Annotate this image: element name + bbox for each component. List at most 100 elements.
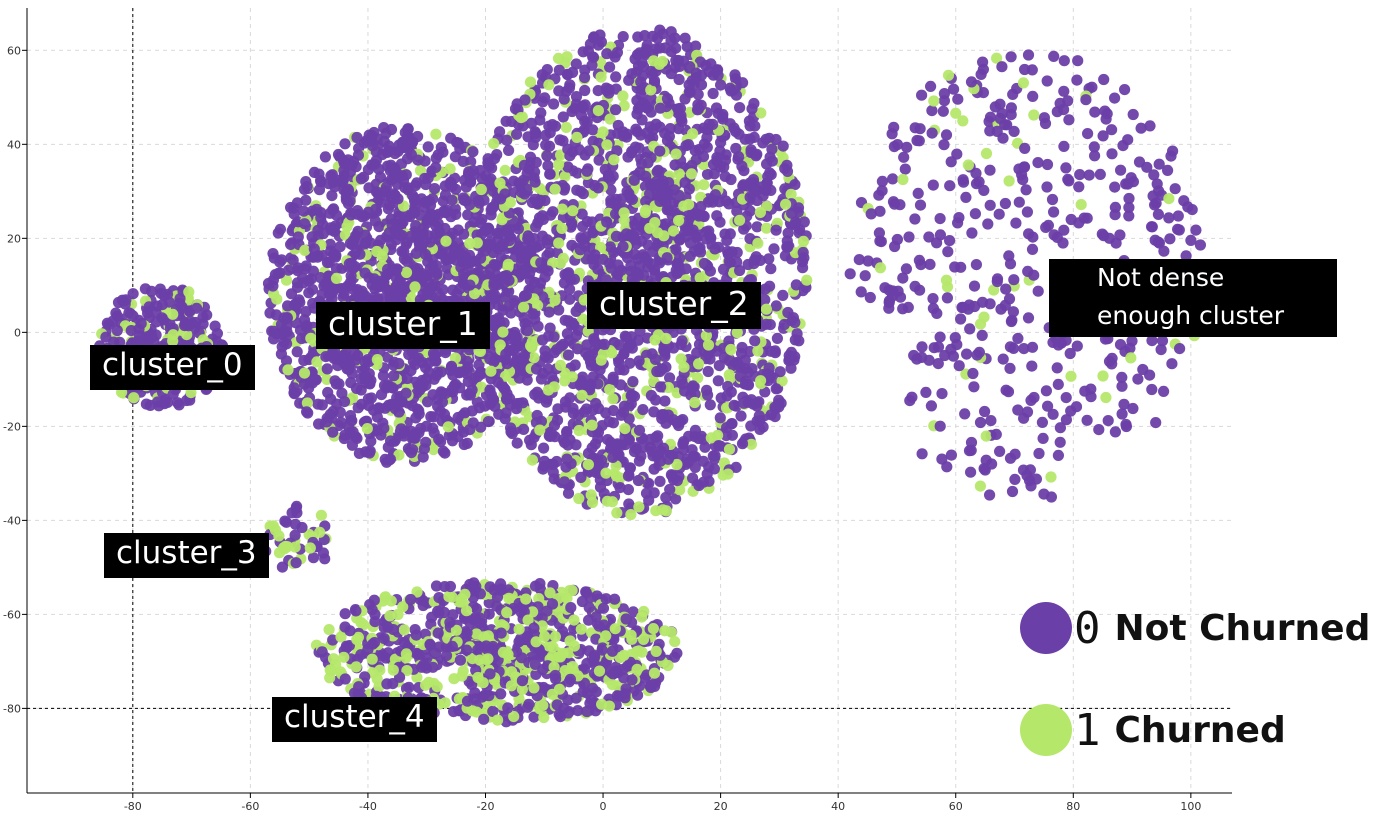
point-churned [618, 100, 630, 112]
point-not-churned [635, 235, 648, 247]
point-not-churned [570, 91, 583, 103]
point-churned [411, 586, 423, 598]
point-not-churned [610, 83, 622, 95]
point-not-churned [510, 128, 523, 140]
point-not-churned [544, 430, 556, 442]
point-not-churned [726, 429, 739, 441]
point-not-churned [577, 46, 589, 58]
point-churned [731, 326, 743, 339]
point-not-churned [483, 223, 495, 235]
point-churned [377, 595, 389, 607]
point-not-churned [765, 345, 777, 357]
point-not-churned [535, 257, 547, 269]
point-not-churned [537, 96, 549, 108]
point-not-churned [370, 186, 382, 198]
point-not-churned [401, 153, 414, 165]
point-not-churned [389, 224, 401, 236]
point-not-churned [345, 377, 357, 389]
point-not-churned [410, 629, 422, 641]
point-not-churned [573, 144, 586, 156]
point-not-churned [718, 161, 730, 173]
point-not-churned [336, 387, 348, 399]
point-not-churned [544, 168, 556, 180]
point-churned [586, 419, 598, 431]
point-churned [374, 664, 386, 676]
point-not-churned [447, 386, 459, 398]
point-churned [568, 614, 580, 626]
point-not-churned [320, 351, 332, 363]
point-not-churned [432, 627, 444, 639]
point-not-churned [558, 702, 570, 715]
point-not-churned [488, 280, 500, 292]
point-not-churned [359, 267, 371, 279]
point-not-churned [133, 329, 146, 341]
point-churned [528, 352, 540, 364]
point-not-churned [558, 476, 571, 488]
point-not-churned [342, 185, 355, 197]
point-churned [668, 225, 680, 237]
point-not-churned [325, 170, 337, 182]
point-churned [760, 222, 773, 234]
point-not-churned [575, 471, 587, 483]
point-not-churned [298, 354, 310, 367]
point-not-churned [287, 254, 299, 266]
point-not-churned [485, 204, 497, 216]
point-not-churned [639, 29, 651, 42]
point-churned [547, 641, 559, 653]
point-not-churned [120, 294, 132, 306]
point-not-churned [541, 150, 553, 162]
point-not-churned [405, 447, 417, 459]
point-not-churned [677, 378, 689, 390]
point-not-churned [598, 338, 610, 350]
point-not-churned [754, 415, 766, 427]
point-not-churned [770, 300, 782, 312]
point-not-churned [770, 224, 782, 236]
point-not-churned [593, 620, 605, 632]
point-not-churned [327, 204, 339, 216]
point-churned [442, 421, 454, 433]
point-churned [398, 624, 410, 636]
point-churned [618, 207, 630, 219]
point-not-churned [288, 208, 300, 220]
point-not-churned [627, 606, 639, 618]
point-not-churned [630, 123, 642, 135]
point-not-churned [673, 123, 685, 135]
point-not-churned [410, 247, 422, 259]
point-not-churned [384, 291, 396, 303]
point-not-churned [581, 657, 593, 670]
point-churned [609, 623, 621, 635]
point-not-churned [620, 613, 632, 625]
point-not-churned [532, 217, 544, 229]
point-not-churned [521, 183, 533, 195]
point-churned [671, 458, 683, 471]
point-not-churned [743, 115, 756, 127]
point-not-churned [690, 40, 702, 52]
point-not-churned [657, 442, 670, 454]
point-churned [350, 661, 362, 673]
point-not-churned [574, 244, 586, 256]
point-churned [339, 229, 351, 241]
point-not-churned [392, 145, 404, 157]
point-not-churned [648, 463, 660, 475]
point-not-churned [764, 319, 776, 331]
point-not-churned [525, 117, 538, 129]
point-not-churned [698, 257, 711, 270]
point-churned [431, 681, 443, 693]
point-not-churned [312, 224, 324, 236]
point-not-churned [316, 646, 328, 658]
point-not-churned [282, 300, 294, 312]
point-not-churned [607, 451, 619, 463]
point-not-churned [278, 325, 290, 338]
point-not-churned [461, 695, 474, 707]
point-not-churned [602, 434, 614, 446]
point-not-churned [759, 283, 771, 295]
point-not-churned [500, 407, 512, 419]
point-churned [678, 361, 690, 373]
point-not-churned [191, 302, 203, 314]
point-churned [537, 699, 549, 712]
point-churned [499, 164, 511, 176]
point-not-churned [617, 603, 630, 615]
point-not-churned [363, 134, 375, 146]
point-not-churned [568, 319, 580, 331]
point-not-churned [291, 346, 303, 358]
